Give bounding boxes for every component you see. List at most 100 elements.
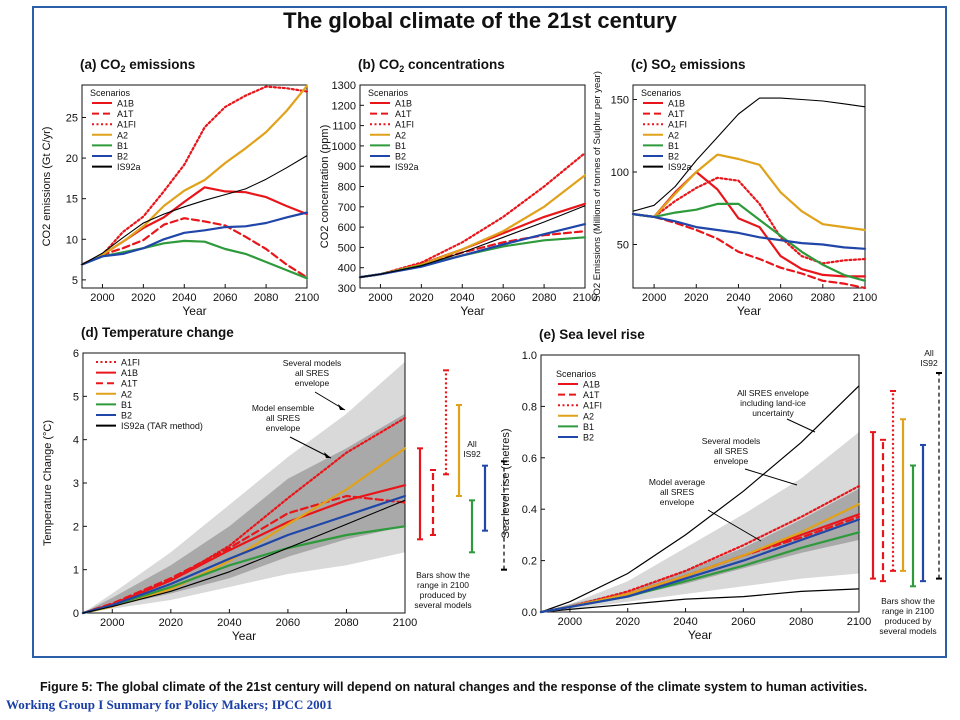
- x-tick-label: 2040: [217, 617, 241, 629]
- legend-label: A1FI: [395, 120, 414, 130]
- y-tick-label: 150: [611, 95, 629, 107]
- arrow-head: [338, 404, 345, 410]
- y-tick-label: 900: [338, 161, 356, 173]
- x-tick-label: 2020: [131, 292, 155, 304]
- series-line-is92a: [359, 205, 586, 278]
- annotation-outer: envelope: [295, 378, 330, 388]
- legend-label: B2: [668, 152, 679, 162]
- y-tick-label: 1200: [332, 100, 356, 112]
- series-line-a2: [80, 84, 309, 266]
- all-is92-label: IS92: [920, 358, 938, 368]
- x-tick-label: 2080: [532, 292, 556, 304]
- y-axis-label: Sea level rise (metres): [500, 428, 512, 538]
- bars-note: range in 2100: [882, 606, 934, 616]
- y-tick-label: 1100: [332, 121, 356, 133]
- legend-title: Scenarios: [556, 369, 597, 379]
- chart-panel-b: (b) CO2 concentrations 2000 2020 2040 2060 20…: [319, 57, 597, 318]
- y-tick-label: 1000: [332, 141, 356, 153]
- legend-label: IS92a: [395, 162, 419, 172]
- chart-panel-e: (e) Sea level rise 2000 2020 2040 2060 2080 21…: [500, 327, 942, 642]
- x-tick-label: 2080: [334, 617, 358, 629]
- x-tick-label: 2060: [731, 616, 755, 628]
- x-tick-label: 2100: [393, 617, 417, 629]
- source-footer: Working Group I Summary for Policy Maker…: [6, 697, 333, 712]
- annotation-inner: envelope: [266, 423, 301, 433]
- legend-label: A1FI: [668, 120, 687, 130]
- x-tick-label: 2060: [213, 292, 237, 304]
- main-title: The global climate of the 21st century: [283, 8, 677, 33]
- envelope-band: [541, 432, 859, 612]
- y-axis-label: CO2 concentration (ppm): [319, 125, 331, 249]
- annotation-inner: envelope: [660, 497, 695, 507]
- y-tick-label: 1.0: [522, 350, 537, 362]
- legend-label: A1FI: [117, 120, 136, 130]
- all-is92-label: IS92: [463, 449, 481, 459]
- x-tick-label: 2040: [172, 292, 196, 304]
- x-axis-label: Year: [737, 304, 761, 318]
- plot-frame: [632, 84, 866, 289]
- annotation-middle: all SRES: [714, 446, 748, 456]
- legend-label: A2: [583, 411, 594, 421]
- y-tick-label: 1300: [332, 80, 356, 92]
- legend-label: A1FI: [583, 401, 602, 411]
- y-tick-label: 0.8: [522, 401, 537, 413]
- plot-frame: [81, 84, 308, 289]
- panel-title: (a) CO2 emissions: [80, 57, 195, 74]
- legend-label: A1B: [395, 99, 412, 109]
- annotation-arrow: [786, 418, 816, 433]
- annotation-outer: all SRES: [295, 368, 329, 378]
- x-axis-label: Year: [460, 304, 484, 318]
- y-tick-label: 0.4: [522, 504, 537, 516]
- legend-label: A2: [395, 130, 406, 140]
- figure-caption: Figure 5: The global climate of the 21st…: [40, 680, 868, 694]
- legend-label: IS92a (TAR method): [121, 421, 203, 431]
- y-tick-label: 100: [611, 167, 629, 179]
- x-tick-label: 2060: [768, 292, 792, 304]
- bars-note: several models: [879, 626, 936, 636]
- legend-label: B1: [121, 400, 132, 410]
- chart-panel-c: (c) SO2 emissions 2000 2020 2040 2060 2080 210…: [592, 57, 877, 318]
- y-tick-label: 600: [338, 222, 356, 234]
- bars-note: produced by: [420, 590, 468, 600]
- legend-label: A1T: [395, 109, 412, 119]
- envelope-outline: [540, 385, 860, 613]
- annotation-arrow: [744, 468, 798, 486]
- legend-label: A2: [121, 389, 132, 399]
- y-tick-label: 25: [66, 112, 78, 124]
- legend-label: A1B: [117, 99, 134, 109]
- panel-title: (d) Temperature change: [81, 325, 234, 340]
- y-tick-label: 3: [73, 478, 79, 490]
- x-tick-label: 2060: [276, 617, 300, 629]
- annotation-inner: all SRES: [266, 413, 300, 423]
- annotation-arrow: [289, 436, 332, 459]
- series-line-a1t: [80, 217, 309, 279]
- annotation-outer: including land-ice: [740, 398, 806, 408]
- y-tick-label: 6: [73, 348, 79, 360]
- series-line-a1t: [631, 213, 867, 290]
- y-tick-label: 300: [338, 283, 356, 295]
- x-tick-label: 2100: [847, 616, 871, 628]
- envelope-band: [83, 361, 405, 613]
- envelope-band: [83, 413, 405, 613]
- legend-label: B2: [395, 152, 406, 162]
- x-tick-label: 2020: [615, 616, 639, 628]
- x-tick-label: 2000: [642, 292, 666, 304]
- y-axis-label: SO2 Emissions (Millions of tonnes of Sul…: [592, 71, 603, 302]
- bars-note: produced by: [885, 616, 933, 626]
- legend-label: B1: [583, 422, 594, 432]
- x-tick-label: 2020: [684, 292, 708, 304]
- annotation-middle: Several models: [702, 436, 761, 446]
- x-tick-label: 2080: [789, 616, 813, 628]
- series-line-is92a: [81, 155, 308, 266]
- x-axis-label: Year: [182, 304, 206, 318]
- annotation-outer: Several models: [283, 358, 342, 368]
- bars-note: Bars show the: [881, 596, 935, 606]
- bars-note: Bars show the: [416, 570, 470, 580]
- legend-label: A1FI: [121, 358, 140, 368]
- y-tick-label: 0.0: [522, 607, 537, 619]
- legend-label: B2: [583, 433, 594, 443]
- y-axis-label: CO2 emissions (Gt C/yr): [41, 127, 53, 247]
- legend-label: B2: [121, 411, 132, 421]
